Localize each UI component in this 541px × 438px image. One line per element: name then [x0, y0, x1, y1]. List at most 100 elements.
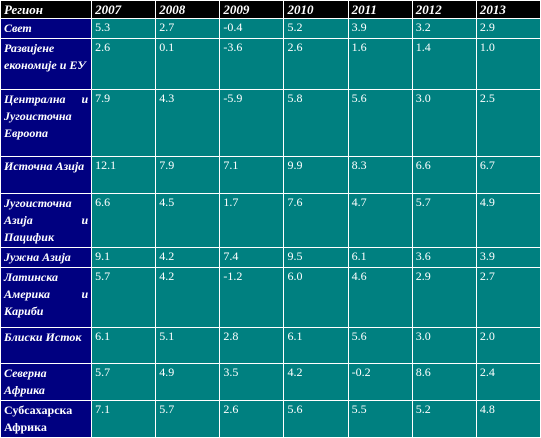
table-cell: -3.6: [219, 38, 285, 90]
table-cell: 3.9: [347, 18, 413, 39]
table-cell: 7.1: [219, 156, 285, 194]
table-cell: 2.9: [411, 267, 477, 328]
table-cell: 3.0: [411, 89, 477, 157]
table-cell: 1.7: [219, 193, 285, 248]
table-cell: 9.9: [283, 156, 349, 194]
table-cell: 5.6: [347, 327, 413, 364]
table-cell: 2.6: [91, 38, 157, 90]
table-cell: 3.6: [411, 247, 477, 268]
table-cell: 6.6: [411, 156, 477, 194]
region-label: Централна и Југоисточна Евроопа: [0, 89, 93, 157]
year-header-2010: 2010: [283, 0, 349, 19]
table-cell: 0.1: [155, 38, 221, 90]
table-cell: 1.4: [411, 38, 477, 90]
table-cell: 2.9: [475, 18, 541, 39]
table-cell: 5.6: [347, 89, 413, 157]
region-label: Субсахарска Африка: [0, 400, 93, 438]
table-cell: 8.6: [411, 363, 477, 401]
table-cell: 4.2: [155, 267, 221, 328]
table-cell: 1.6: [347, 38, 413, 90]
table-cell: 4.9: [475, 193, 541, 248]
table-cell: 3.9: [475, 247, 541, 268]
region-label: Северна Африка: [0, 363, 93, 401]
table-cell: 4.5: [155, 193, 221, 248]
region-label: Блиски Исток: [0, 327, 93, 364]
table-row: Развијене економије и ЕУ 2.6 0.1 -3.6 2.…: [0, 38, 541, 90]
table-row: Блиски Исток 6.1 5.1 2.8 6.1 5.6 3.0 2.0: [0, 327, 541, 364]
table-cell: 5.2: [411, 400, 477, 438]
table-cell: 4.3: [155, 89, 221, 157]
table-cell: 7.9: [91, 89, 157, 157]
year-header-2008: 2008: [155, 0, 221, 19]
table-cell: 4.9: [155, 363, 221, 401]
year-header-2007: 2007: [91, 0, 157, 19]
table-cell: 2.5: [475, 89, 541, 157]
table-cell: 2.4: [475, 363, 541, 401]
table-cell: 5.2: [283, 18, 349, 39]
table-cell: 3.0: [411, 327, 477, 364]
table-cell: 1.0: [475, 38, 541, 90]
table-cell: 2.7: [475, 267, 541, 328]
table-row: Јужна Азија 9.1 4.2 7.4 9.5 6.1 3.6 3.9: [0, 247, 541, 268]
table-cell: 9.1: [91, 247, 157, 268]
table-cell: 9.5: [283, 247, 349, 268]
table-cell: 7.9: [155, 156, 221, 194]
table-row: Латинска Америка и Кариби 5.7 4.2 -1.2 6…: [0, 267, 541, 328]
table-cell: 6.1: [283, 327, 349, 364]
table-cell: 5.6: [283, 400, 349, 438]
table-cell: 7.1: [91, 400, 157, 438]
table-cell: 6.1: [91, 327, 157, 364]
table-cell: 4.2: [155, 247, 221, 268]
region-label: Источна Азија: [0, 156, 93, 194]
table-cell: 4.6: [347, 267, 413, 328]
table-cell: -0.2: [347, 363, 413, 401]
table-cell: 2.7: [155, 18, 221, 39]
table-cell: 6.0: [283, 267, 349, 328]
table-cell: 4.7: [347, 193, 413, 248]
table-row: Централна и Југоисточна Евроопа 7.9 4.3 …: [0, 89, 541, 157]
table-cell: 5.7: [91, 267, 157, 328]
table-row: Југоисточна Азија и Пацифик 6.6 4.5 1.7 …: [0, 193, 541, 248]
region-column-header: Регион: [0, 0, 93, 19]
table-row: Свет 5.3 2.7 -0.4 5.2 3.9 3.2 2.9: [0, 18, 541, 39]
table-cell: 7.4: [219, 247, 285, 268]
region-label: Латинска Америка и Кариби: [0, 267, 93, 328]
table-cell: 7.6: [283, 193, 349, 248]
table-cell: 12.1: [91, 156, 157, 194]
table-cell: -1.2: [219, 267, 285, 328]
table-cell: 5.1: [155, 327, 221, 364]
table-cell: 8.3: [347, 156, 413, 194]
table-cell: 4.8: [475, 400, 541, 438]
header-row: Регион 2007 2008 2009 2010 2011 2012 201…: [0, 0, 541, 19]
year-header-2009: 2009: [219, 0, 285, 19]
table-cell: 5.7: [155, 400, 221, 438]
table-cell: -0.4: [219, 18, 285, 39]
table-cell: 2.8: [219, 327, 285, 364]
table-cell: -5.9: [219, 89, 285, 157]
table-cell: 2.0: [475, 327, 541, 364]
table-cell: 4.2: [283, 363, 349, 401]
region-label: Свет: [0, 18, 93, 39]
table-cell: 6.6: [91, 193, 157, 248]
table-cell: 6.1: [347, 247, 413, 268]
table-cell: 3.2: [411, 18, 477, 39]
year-header-2011: 2011: [347, 0, 413, 19]
year-header-2012: 2012: [411, 0, 477, 19]
table-cell: 5.7: [411, 193, 477, 248]
table-cell: 5.7: [91, 363, 157, 401]
table-row: Источна Азија 12.1 7.9 7.1 9.9 8.3 6.6 6…: [0, 156, 541, 194]
region-label: Јужна Азија: [0, 247, 93, 268]
region-label: Развијене економије и ЕУ: [0, 38, 93, 90]
table-cell: 5.8: [283, 89, 349, 157]
table-row: Субсахарска Африка 7.1 5.7 2.6 5.6 5.5 5…: [0, 400, 541, 438]
table-cell: 5.3: [91, 18, 157, 39]
table-cell: 2.6: [219, 400, 285, 438]
year-header-2013: 2013: [475, 0, 541, 19]
table-cell: 2.6: [283, 38, 349, 90]
table-cell: 6.7: [475, 156, 541, 194]
table-row: Северна Африка 5.7 4.9 3.5 4.2 -0.2 8.6 …: [0, 363, 541, 401]
table-cell: 3.5: [219, 363, 285, 401]
table-cell: 5.5: [347, 400, 413, 438]
region-label: Југоисточна Азија и Пацифик: [0, 193, 93, 248]
